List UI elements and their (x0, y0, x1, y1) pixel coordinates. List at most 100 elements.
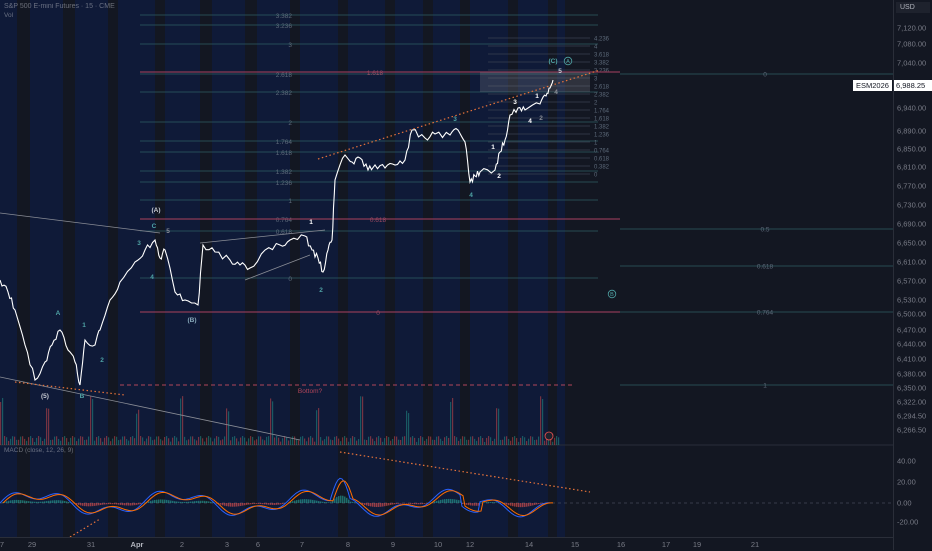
volume-bar (246, 441, 247, 445)
volume-bar (312, 438, 313, 445)
macd-histogram-bar (198, 501, 200, 503)
macd-histogram-bar (474, 503, 476, 506)
price-tick: 6,500.00 (897, 310, 926, 319)
volume-bar (232, 437, 233, 445)
macd-histogram-bar (66, 501, 68, 503)
volume-bar (30, 436, 31, 445)
macd-histogram-bar (374, 503, 376, 507)
volume-bar (152, 440, 153, 445)
macd-histogram-bar (238, 503, 240, 506)
macd-histogram-bar (98, 503, 100, 505)
macd-histogram-bar (236, 503, 238, 507)
wave-label: 5 (166, 228, 170, 235)
macd-histogram-bar (390, 503, 392, 505)
volume-bar (206, 438, 207, 445)
macd-histogram-bar (424, 503, 426, 504)
macd-histogram-bar (32, 502, 34, 503)
macd-histogram-bar (380, 503, 382, 507)
macd-histogram-bar (354, 502, 356, 503)
macd-histogram-bar (158, 500, 160, 503)
volume-bar (388, 437, 389, 445)
fib-level-label: 3 (288, 42, 292, 49)
macd-histogram-bar (184, 502, 186, 503)
macd-histogram-bar (528, 503, 530, 506)
volume-bar (434, 440, 435, 445)
price-tick: 6,810.00 (897, 163, 926, 172)
volume-bar (222, 439, 223, 445)
fib-level-label: 0.764 (276, 217, 293, 224)
macd-histogram-bar (244, 503, 246, 505)
macd-histogram-bar (122, 503, 124, 505)
macd-histogram-bar (328, 502, 330, 503)
macd-histogram-bar (106, 503, 108, 504)
macd-histogram-bar (140, 503, 142, 504)
price-tick: 6,690.00 (897, 220, 926, 229)
last-price-label: 6,988.25 (894, 80, 932, 91)
currency-button[interactable]: USD (896, 2, 930, 13)
macd-histogram-bar (294, 501, 296, 503)
macd-histogram-bar (136, 503, 138, 505)
symbol-title[interactable]: S&P 500 E-mini Futures · 15 · CME (4, 3, 115, 10)
volume-bar (150, 437, 151, 445)
volume-bar (354, 437, 355, 445)
volume-bar (522, 436, 523, 445)
volume-bar (242, 436, 243, 445)
macd-histogram-bar (182, 502, 184, 503)
volume-bar (428, 436, 429, 445)
volume-bar (172, 438, 173, 445)
volume-bar (492, 441, 493, 445)
macd-histogram-bar (338, 496, 340, 503)
volume-bar (58, 439, 59, 445)
macd-histogram-bar (8, 501, 10, 503)
volume-bar (442, 441, 443, 445)
volume-bar (250, 436, 251, 445)
macd-histogram-bar (128, 503, 130, 506)
macd-histogram-bar (174, 501, 176, 503)
macd-histogram-bar (384, 503, 386, 506)
volume-bar (114, 436, 115, 445)
volume-bar (116, 437, 117, 445)
volume-bar (244, 438, 245, 445)
macd-histogram-bar (190, 502, 192, 503)
fib-level-label: 0.618 (757, 264, 774, 271)
volume-bar (228, 411, 229, 445)
time-tick: 21 (751, 540, 759, 549)
fib-red-label: 0.618 (370, 217, 387, 224)
volume-bar (82, 437, 83, 445)
volume-bar (412, 436, 413, 445)
macd-legend[interactable]: MACD (close, 12, 26, 9) (4, 447, 73, 454)
macd-histogram-bar (34, 502, 36, 503)
volume-bar (144, 441, 145, 445)
volume-bar (196, 440, 197, 445)
price-chart[interactable]: 3.3823.23632.6182.38221.7641.6181.3821.2… (0, 0, 893, 537)
volume-bar (52, 440, 53, 445)
volume-legend[interactable]: Vol (4, 12, 13, 19)
macd-histogram-bar (42, 502, 44, 503)
wave-label: 3 (453, 116, 457, 123)
macd-histogram-bar (152, 500, 154, 503)
macd-histogram-bar (186, 502, 188, 503)
volume-bar (184, 437, 185, 445)
macd-histogram-bar (60, 500, 62, 503)
macd-histogram-bar (368, 503, 370, 506)
macd-histogram-bar (208, 501, 210, 503)
macd-histogram-bar (166, 500, 168, 503)
volume-bar (402, 437, 403, 445)
time-tick: 16 (617, 540, 625, 549)
volume-bar (34, 442, 35, 445)
volume-bar (344, 436, 345, 445)
macd-histogram-bar (386, 503, 388, 506)
volume-bar (420, 436, 421, 445)
wave-label: B (610, 292, 614, 298)
session-band (257, 0, 290, 537)
price-tick: 6,850.00 (897, 145, 926, 154)
volume-bar (240, 438, 241, 445)
macd-tick: 40.00 (897, 457, 916, 466)
macd-histogram-bar (48, 501, 50, 503)
macd-histogram-bar (36, 502, 38, 503)
macd-histogram-bar (192, 501, 194, 503)
macd-histogram-bar (444, 499, 446, 503)
macd-histogram-bar (44, 501, 46, 503)
